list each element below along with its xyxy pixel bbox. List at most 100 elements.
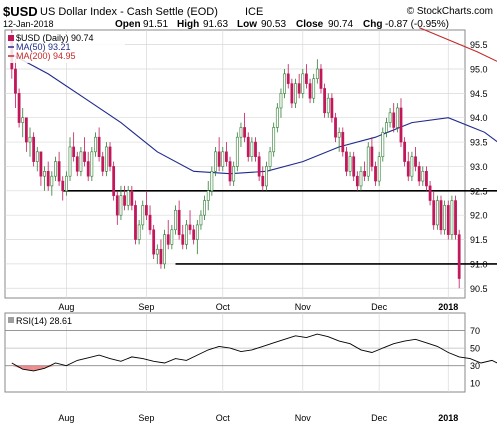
candle-body xyxy=(406,161,410,177)
candle-body xyxy=(294,83,297,104)
candle-body xyxy=(101,156,105,172)
candle-body xyxy=(286,73,290,84)
candle-body xyxy=(301,73,305,94)
candle-body xyxy=(403,141,407,162)
candle-body xyxy=(377,156,381,182)
candle-body xyxy=(337,132,341,138)
candle-body xyxy=(283,73,286,94)
candle-body xyxy=(134,205,137,240)
candle-body xyxy=(94,136,97,153)
candle-body xyxy=(370,146,374,167)
candle-body xyxy=(319,68,323,89)
candle-body xyxy=(388,112,392,123)
candle-body xyxy=(188,224,192,231)
candle-body xyxy=(126,190,130,206)
candle-body xyxy=(54,161,57,177)
candle-body xyxy=(305,73,308,84)
candle-body xyxy=(290,83,294,104)
candle-body xyxy=(64,175,68,192)
candle-body xyxy=(308,83,312,99)
chart-exchange: ICE xyxy=(245,6,263,18)
candle-body xyxy=(232,166,236,182)
candle-body xyxy=(97,136,101,157)
candle-body xyxy=(323,88,326,114)
legend-ma50: MA(50) 93.21 xyxy=(16,42,71,52)
candle-body xyxy=(46,171,50,187)
candle-body xyxy=(159,248,163,265)
legend-price-swatch xyxy=(8,35,14,41)
price-x-tick-label: Aug xyxy=(58,302,74,312)
rsi-x-tick-label: Oct xyxy=(216,413,231,423)
candle-body xyxy=(177,209,181,235)
candle-body xyxy=(275,107,279,128)
candle-body xyxy=(214,151,217,172)
price-tick-label: 95.5 xyxy=(470,40,488,50)
candle-body xyxy=(17,93,21,123)
chg-label: Chg xyxy=(363,19,382,30)
candle-body xyxy=(35,151,39,162)
rsi-label-box xyxy=(7,315,71,326)
candle-body xyxy=(374,166,377,182)
candle-body xyxy=(90,151,94,177)
candle-body xyxy=(421,171,425,182)
legend-price: $USD (Daily) 90.74 xyxy=(16,33,94,43)
candle-body xyxy=(414,156,417,167)
candle-body xyxy=(326,97,330,114)
rsi-tick-label: 70 xyxy=(470,326,480,336)
rsi-grid xyxy=(5,313,465,392)
candle-body xyxy=(399,107,403,143)
chart-name: US Dollar Index - Cash Settle (EOD) xyxy=(40,6,218,18)
low-value: 90.53 xyxy=(261,19,286,30)
rsi-legend-swatch xyxy=(8,317,14,323)
candle-body xyxy=(174,209,177,231)
candle-body xyxy=(446,205,450,235)
price-tick-label: 94.5 xyxy=(470,89,488,99)
candle-body xyxy=(199,214,203,226)
candle-body xyxy=(439,200,443,231)
high-value: 91.63 xyxy=(203,19,228,30)
legend-box xyxy=(7,33,125,63)
candle-body xyxy=(166,234,170,245)
candle-body xyxy=(137,224,141,240)
candle-body xyxy=(432,200,436,226)
rsi-tick-label: 30 xyxy=(470,361,480,371)
candle-body xyxy=(145,205,148,216)
ma200-line xyxy=(418,27,497,62)
rsi-path xyxy=(11,333,497,372)
candle-body xyxy=(217,151,221,167)
candle-body xyxy=(261,175,265,187)
candle-body xyxy=(450,200,454,235)
rsi-tick-label: 10 xyxy=(470,379,480,389)
candle-body xyxy=(417,166,421,182)
candle-body xyxy=(272,127,276,153)
candle-body xyxy=(210,171,214,192)
candle-body xyxy=(24,117,28,143)
candle-body xyxy=(192,229,196,240)
candle-body xyxy=(257,156,261,177)
high-label: High xyxy=(177,19,199,30)
candle-body xyxy=(21,117,25,123)
rsi-oversold-segment xyxy=(11,365,23,370)
candle-body xyxy=(170,229,174,245)
candle-body xyxy=(457,234,461,279)
candle-body xyxy=(395,107,399,128)
price-x-tick-label: Oct xyxy=(216,302,231,312)
candle-body xyxy=(268,151,272,167)
rsi-x-axis-labels: Aug Sep Oct Nov Dec 2018 xyxy=(58,413,458,423)
rsi-line xyxy=(11,333,497,372)
candle-body xyxy=(61,180,65,192)
candle-body xyxy=(79,151,83,172)
candle-body xyxy=(86,161,90,177)
open-label: Open xyxy=(115,19,141,30)
candle-body xyxy=(155,248,159,255)
close-label: Close xyxy=(296,19,324,30)
candle-body xyxy=(359,171,363,187)
rsi-x-tick-label: Aug xyxy=(58,413,74,423)
candle-body xyxy=(50,175,54,187)
candle-body xyxy=(239,127,243,138)
candle-body xyxy=(119,195,123,216)
low-label: Low xyxy=(237,19,257,30)
candle-body xyxy=(141,205,145,226)
rsi-oversold-segment xyxy=(33,365,45,371)
